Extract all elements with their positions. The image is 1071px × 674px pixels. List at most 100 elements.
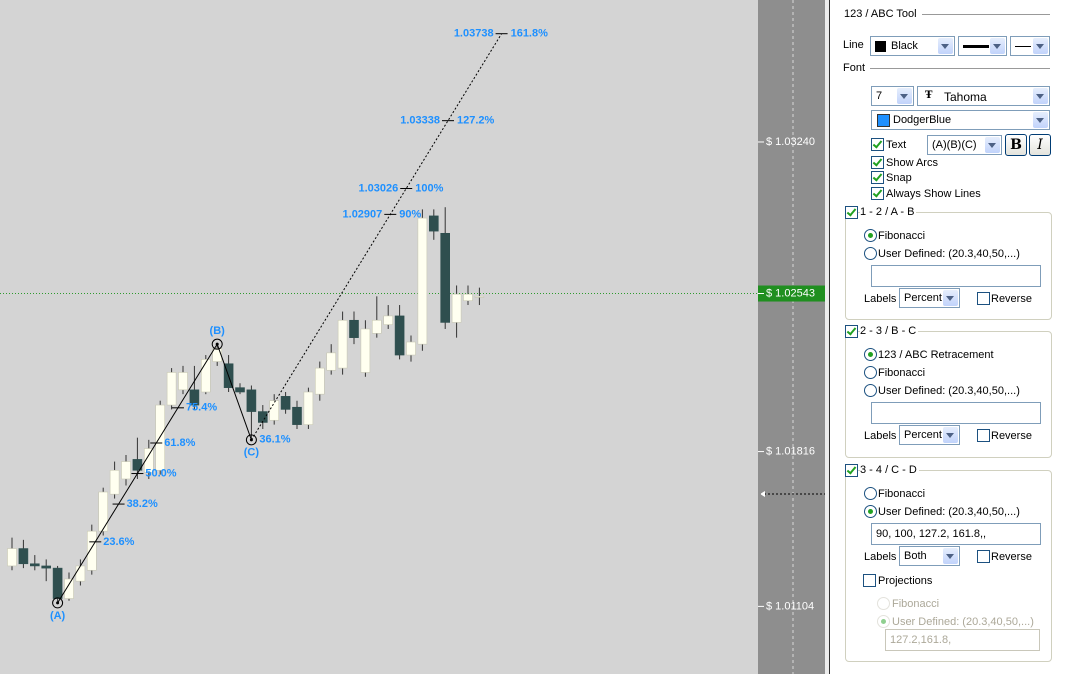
- current-price-label: $ 1.02543: [766, 287, 815, 299]
- font-color-select[interactable]: DodgerBlue: [871, 110, 1050, 130]
- abc-label: (A): [50, 610, 66, 622]
- italic-button[interactable]: I: [1029, 134, 1051, 156]
- radio[interactable]: [864, 348, 877, 361]
- separator: [870, 68, 1050, 69]
- radio-label: User Defined: (20.3,40,50,...): [892, 616, 1034, 628]
- radio-label: User Defined: (20.3,40,50,...): [878, 385, 1020, 397]
- candle-body: [314, 367, 325, 395]
- retracement-label: 23.6%: [103, 536, 134, 548]
- line-color-select[interactable]: Black: [870, 36, 955, 56]
- candle-body: [189, 389, 200, 406]
- labels-select[interactable]: Percent: [899, 425, 960, 445]
- candle-body: [178, 372, 188, 391]
- section-checkbox[interactable]: [845, 325, 858, 338]
- snap-checkbox[interactable]: [871, 171, 884, 184]
- bold-button[interactable]: B: [1005, 134, 1027, 156]
- show-arcs-checkbox[interactable]: [871, 156, 884, 169]
- abc-label: (C): [244, 447, 260, 459]
- radio-label: Fibonacci: [892, 598, 940, 610]
- retracement-label: 50.0%: [145, 467, 176, 479]
- current-price-box: [758, 285, 825, 302]
- radio[interactable]: [877, 615, 890, 628]
- projection-percent: 90%: [399, 208, 421, 220]
- always-show-lines-checkbox[interactable]: [871, 187, 884, 200]
- labels-label: Labels: [864, 293, 897, 305]
- reverse-checkbox[interactable]: [977, 550, 990, 563]
- section-checkbox[interactable]: [845, 464, 858, 477]
- candle-body: [337, 319, 348, 369]
- candle-body: [75, 565, 86, 582]
- candle-body: [155, 404, 165, 471]
- text-label: Text: [886, 139, 907, 151]
- candle-body: [201, 359, 211, 393]
- abc-point: [211, 338, 223, 350]
- candle-body: [235, 387, 245, 393]
- candle-body: [269, 400, 280, 421]
- radio-label: 123 / ABC Retracement: [878, 349, 994, 361]
- section-title: 3 - 4 / C - D: [860, 464, 919, 476]
- radio[interactable]: [864, 384, 877, 397]
- radio[interactable]: [864, 247, 877, 260]
- price-tick-label: $ 1.01104: [766, 600, 814, 612]
- radio[interactable]: [877, 597, 890, 610]
- projections-label: Projections: [878, 575, 933, 587]
- radio[interactable]: [864, 366, 877, 379]
- section-checkbox[interactable]: [845, 206, 858, 219]
- always-show-lines-label: Always Show Lines: [886, 188, 981, 200]
- projections-checkbox[interactable]: [863, 574, 876, 587]
- candle-body: [451, 293, 462, 323]
- candle-body: [292, 406, 302, 425]
- reverse-checkbox[interactable]: [977, 292, 990, 305]
- projection-price: 1.02907: [343, 208, 383, 220]
- projections-input[interactable]: 127.2,161.8,: [885, 629, 1040, 651]
- candle-body: [394, 315, 405, 356]
- font-color-value: DodgerBlue: [893, 114, 952, 126]
- values-input[interactable]: [871, 402, 1041, 424]
- projection-price: 1.03738: [454, 28, 494, 40]
- price-tick-label: $ 1.03240: [766, 136, 815, 148]
- radio-label: Fibonacci: [878, 230, 926, 242]
- group-box: [845, 212, 1052, 320]
- retracement-label: 61.8%: [164, 437, 195, 449]
- abc-point: [245, 434, 257, 446]
- candle-body: [349, 319, 359, 338]
- candle-body: [98, 491, 108, 532]
- values-input[interactable]: 90, 100, 127.2, 161.8,,: [871, 523, 1041, 545]
- labels-label: Labels: [864, 551, 897, 563]
- font-size-select[interactable]: 7: [871, 86, 914, 106]
- separator: [922, 14, 1050, 15]
- reverse-label: Reverse: [991, 293, 1032, 305]
- reverse-checkbox[interactable]: [977, 429, 990, 442]
- cursor-arrow: [760, 491, 765, 497]
- group-box: [845, 331, 1052, 458]
- radio[interactable]: [864, 229, 877, 242]
- font-name-select[interactable]: Ŧ Tahoma: [917, 86, 1050, 106]
- candle-body: [440, 232, 451, 323]
- line-style-select[interactable]: [1010, 36, 1050, 56]
- price-tick-label: $ 1.01816: [766, 445, 815, 457]
- line-width-select[interactable]: [958, 36, 1007, 56]
- retracement-label: 75.4%: [186, 402, 217, 414]
- projection-line: [250, 33, 503, 441]
- reverse-label: Reverse: [991, 430, 1032, 442]
- candle-body: [257, 411, 268, 423]
- radio-label: User Defined: (20.3,40,50,...): [878, 506, 1020, 518]
- splitter: [825, 0, 830, 674]
- radio[interactable]: [864, 505, 877, 518]
- labels-value: Both: [904, 550, 927, 562]
- text-checkbox[interactable]: [871, 138, 884, 151]
- values-input[interactable]: [871, 265, 1041, 287]
- radio[interactable]: [864, 487, 877, 500]
- text-select[interactable]: (A)(B)(C): [927, 135, 1002, 155]
- candle-body: [428, 215, 439, 232]
- line-color-value: Black: [891, 40, 918, 52]
- labels-select[interactable]: Percent: [899, 288, 960, 308]
- candle-body: [383, 315, 394, 325]
- candle-body: [7, 548, 17, 567]
- abc-dot: [56, 601, 60, 605]
- labels-value: Percent: [904, 429, 942, 441]
- candle-body: [52, 567, 63, 599]
- abc-dot: [215, 342, 219, 346]
- labels-select[interactable]: Both: [899, 546, 960, 566]
